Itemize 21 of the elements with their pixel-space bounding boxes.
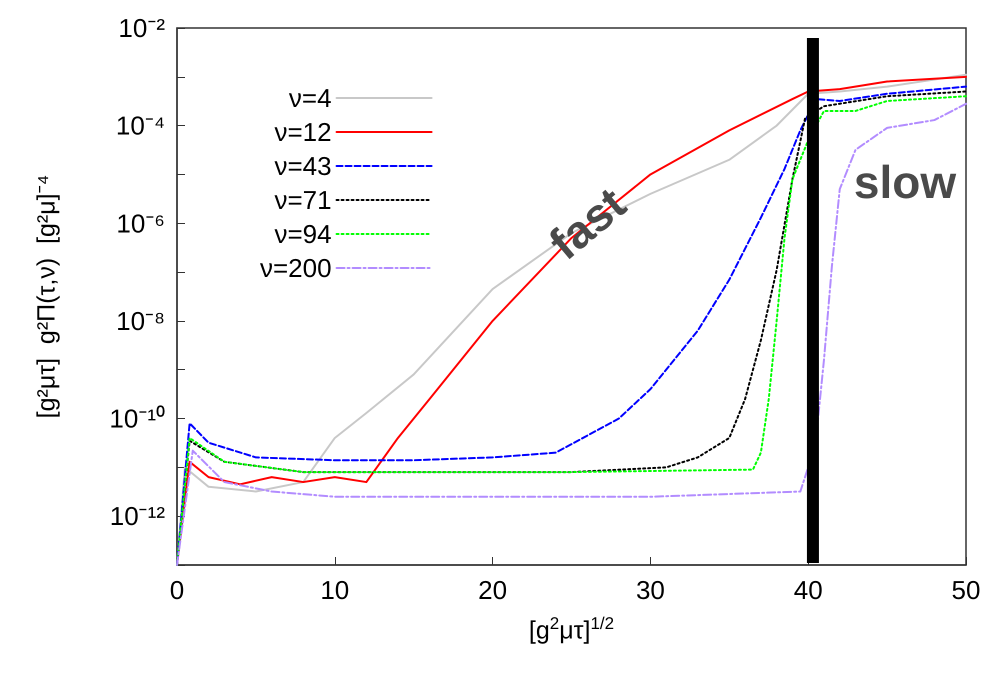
legend-label: ν=4 xyxy=(288,83,332,113)
x-tick-label: 50 xyxy=(952,575,980,605)
annotation: slow xyxy=(854,156,956,208)
legend-label: ν=94 xyxy=(274,219,332,249)
y-tick-label: 10⁻⁶ xyxy=(116,208,165,238)
x-tick-label: 0 xyxy=(170,575,184,605)
legend-label: ν=43 xyxy=(274,151,332,181)
y-tick-label: 10⁻⁸ xyxy=(116,306,165,336)
y-tick-label: 10⁻¹⁰ xyxy=(109,404,165,434)
legend-label: ν=12 xyxy=(274,117,332,147)
x-tick-label: 40 xyxy=(794,575,823,605)
x-tick-label: 30 xyxy=(636,575,665,605)
y-axis-title: [g²μτ] g²Π(τ,ν) [g²μ]⁻⁴ xyxy=(32,174,60,418)
x-tick-label: 10 xyxy=(320,575,350,605)
y-tick-label: 10⁻⁴ xyxy=(116,110,165,141)
y-tick-label: 10⁻¹² xyxy=(110,501,166,532)
y-tick-label: 10⁻² xyxy=(118,13,166,43)
annotation: fast xyxy=(539,177,636,270)
legend-label: ν=71 xyxy=(274,185,332,215)
legend-label: ν=200 xyxy=(260,253,332,283)
x-tick-label: 20 xyxy=(478,575,508,605)
